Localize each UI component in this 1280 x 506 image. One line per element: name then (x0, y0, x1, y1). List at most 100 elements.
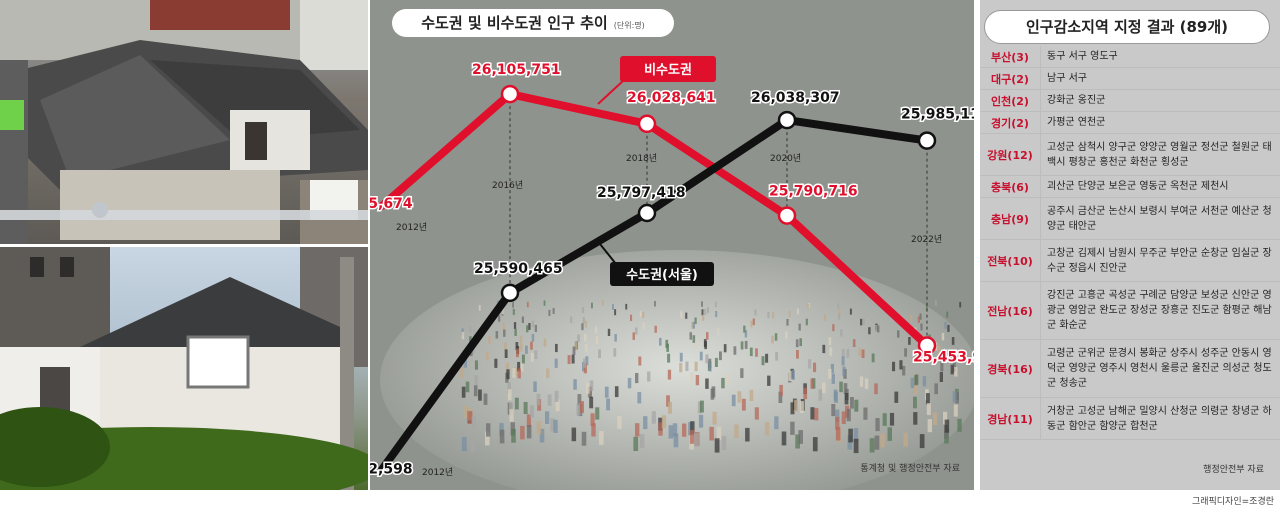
crowd-figure (837, 303, 840, 310)
crowd-figure (874, 435, 880, 450)
crowd-figure (705, 378, 709, 389)
crowd-figure (514, 366, 518, 377)
crowd-figure (831, 404, 836, 417)
region-label: 충북(6) (991, 180, 1029, 194)
crowd-figure (585, 356, 589, 366)
crowd-figure (531, 320, 535, 328)
crowd-figure (943, 411, 948, 425)
crowd-figure (834, 391, 838, 403)
crowd-figure (642, 311, 645, 318)
crowd-figure (498, 315, 501, 322)
crowd-figure (772, 312, 775, 319)
crowd-figure (897, 330, 900, 338)
crowd-figure (831, 373, 835, 384)
crowd-figure (685, 312, 688, 319)
crowd-figure (765, 353, 769, 363)
region-label: 부산(3) (991, 50, 1029, 64)
crowd-figure (774, 416, 779, 430)
crowd-figure (839, 381, 843, 393)
designation-table: 인구감소지역 지정 결과 (89개) 부산(3) 동구 서구 영도구 대구(2) 남구… (980, 0, 1280, 490)
crowd-figure (471, 416, 476, 430)
crowd-figure (947, 324, 950, 332)
crowd-figure (778, 391, 783, 403)
crowd-figure (937, 345, 941, 354)
crowd-figure (692, 335, 696, 343)
crowd-figure (795, 339, 799, 348)
crowd-figure (503, 329, 506, 337)
crowd-figure (661, 415, 667, 429)
x-tick-label: 2012년 (396, 222, 427, 233)
crowd-figure (460, 368, 464, 378)
crowd-figure (799, 401, 804, 413)
data-point (917, 131, 937, 150)
crowd-figure (794, 399, 798, 412)
crowd-figure (861, 349, 865, 358)
crowd-figure (854, 399, 859, 412)
crowd-figure (680, 310, 683, 317)
crowd-figure (617, 416, 622, 429)
crowd-figure (583, 363, 587, 374)
crowd-figure (548, 309, 551, 316)
crowd-figure (828, 368, 832, 379)
crowd-figure (588, 386, 592, 398)
data-point (777, 206, 797, 225)
crowd-figure (659, 337, 662, 346)
crowd-figure (761, 356, 765, 366)
crowd-figure (939, 372, 943, 382)
crowd-figure (507, 389, 512, 401)
region-label: 대구(2) (991, 72, 1029, 86)
crowd-figure (913, 412, 918, 425)
crowd-figure (601, 300, 604, 306)
crowd-figure (695, 340, 698, 349)
crowd-figure (654, 301, 656, 307)
table-row: 경북(16) 고령군 군위군 문경시 봉화군 상주시 성주군 안동시 영덕군 영양… (980, 340, 1280, 398)
data-point (500, 84, 520, 104)
crowd-figure (846, 349, 850, 358)
crowd-figure (803, 388, 808, 400)
callout-leader (599, 243, 617, 265)
crowd-figure (673, 433, 679, 448)
crowd-figure (954, 366, 958, 377)
crowd-figure (528, 323, 531, 330)
crowd-figure (920, 323, 923, 331)
data-label: 25,815,674 (370, 196, 413, 212)
table-row: 경남(11) 거창군 고성군 남해군 밀양시 산청군 의령군 창녕군 하동군 함안… (980, 398, 1280, 440)
crowd-figure (933, 412, 938, 425)
crowd-figure (606, 398, 610, 411)
crowd-figure (543, 300, 546, 306)
crowd-figure (812, 437, 818, 452)
crowd-figure (798, 430, 803, 444)
crowd-figure (483, 393, 488, 405)
crowd-background (380, 250, 974, 490)
table-row: 충북(6) 괴산군 단양군 보은군 영동군 옥천군 제천시 (980, 176, 1280, 198)
series-name-non-capital: 비수도권 (644, 63, 692, 78)
crowd-figure (744, 330, 748, 338)
region-label: 인천(2) (991, 94, 1029, 108)
crowd-figure (581, 431, 587, 446)
crowd-figure (507, 382, 511, 394)
crowd-figure (595, 407, 600, 420)
callout-box-non-capital (620, 56, 716, 82)
crowd-figure (571, 354, 575, 364)
crowd-figure (813, 362, 817, 373)
crowd-figure (786, 319, 789, 326)
county-list: 거창군 고성군 남해군 밀양시 산청군 의령군 창녕군 하동군 함안군 함양군 … (1040, 398, 1280, 439)
data-label: 25,590,465 (474, 261, 563, 277)
crowd-figure (715, 301, 717, 308)
crowd-figure (690, 372, 694, 383)
crowd-figure (842, 366, 846, 377)
crowd-figure (614, 334, 617, 342)
crowd-figure (584, 333, 587, 342)
crowd-figure (539, 428, 545, 443)
crowd-figure (501, 308, 504, 315)
crowd-figure (795, 434, 800, 449)
crowd-figure (832, 324, 835, 332)
crowd-figure (807, 303, 810, 310)
region-label: 경기(2) (991, 116, 1029, 130)
crowd-figure (630, 314, 633, 321)
crowd-figure (654, 325, 657, 333)
crowd-figure (892, 361, 896, 372)
crowd-figure (764, 422, 770, 436)
table-row: 전북(10) 고창군 김제시 남원시 무주군 부안군 순창군 임실군 장수군 정읍… (980, 240, 1280, 282)
crowd-figure (547, 394, 552, 406)
